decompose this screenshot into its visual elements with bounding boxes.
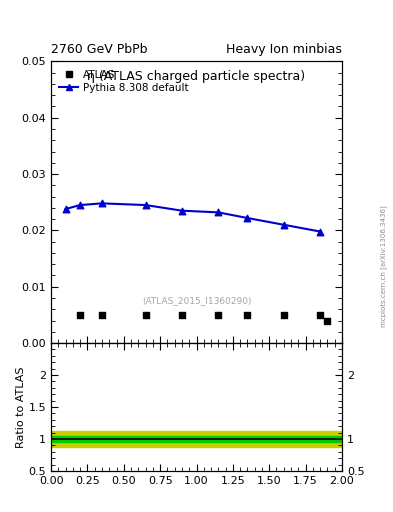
Point [281,311,287,319]
Point [317,311,323,319]
Point [62,205,69,213]
Y-axis label: Ratio to ATLAS: Ratio to ATLAS [16,366,26,448]
Text: Heavy Ion minbias: Heavy Ion minbias [226,44,342,56]
Point [215,208,222,217]
Point [179,206,185,215]
Point [99,199,105,207]
Point [244,311,251,319]
Text: 2760 GeV PbPb: 2760 GeV PbPb [51,44,148,56]
Point [77,311,83,319]
Point [179,311,185,319]
Point [143,201,149,209]
Point [317,227,323,236]
Point [324,316,331,325]
Point [99,311,105,319]
Text: mcplots.cern.ch [arXiv:1306.3436]: mcplots.cern.ch [arXiv:1306.3436] [380,205,387,327]
Text: η (ATLAS charged particle spectra): η (ATLAS charged particle spectra) [87,70,306,83]
Text: (ATLAS_2015_I1360290): (ATLAS_2015_I1360290) [142,296,251,305]
Legend: ATLAS, Pythia 8.308 default: ATLAS, Pythia 8.308 default [56,67,192,96]
Point [143,311,149,319]
Point [281,221,287,229]
Point [244,214,251,222]
Point [77,201,83,209]
Point [215,311,222,319]
